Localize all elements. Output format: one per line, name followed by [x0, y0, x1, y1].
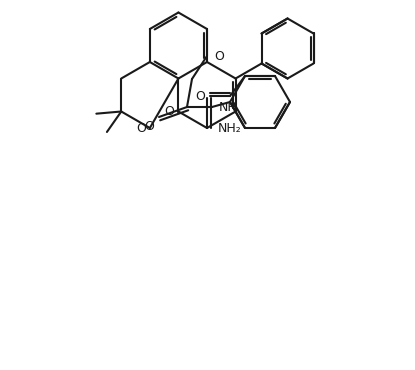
Text: O: O	[214, 50, 224, 63]
Text: NH: NH	[219, 101, 238, 114]
Text: NH₂: NH₂	[218, 122, 242, 135]
Text: O: O	[195, 90, 205, 102]
Text: O: O	[136, 121, 146, 135]
Text: O: O	[144, 120, 154, 133]
Text: O: O	[164, 105, 174, 118]
